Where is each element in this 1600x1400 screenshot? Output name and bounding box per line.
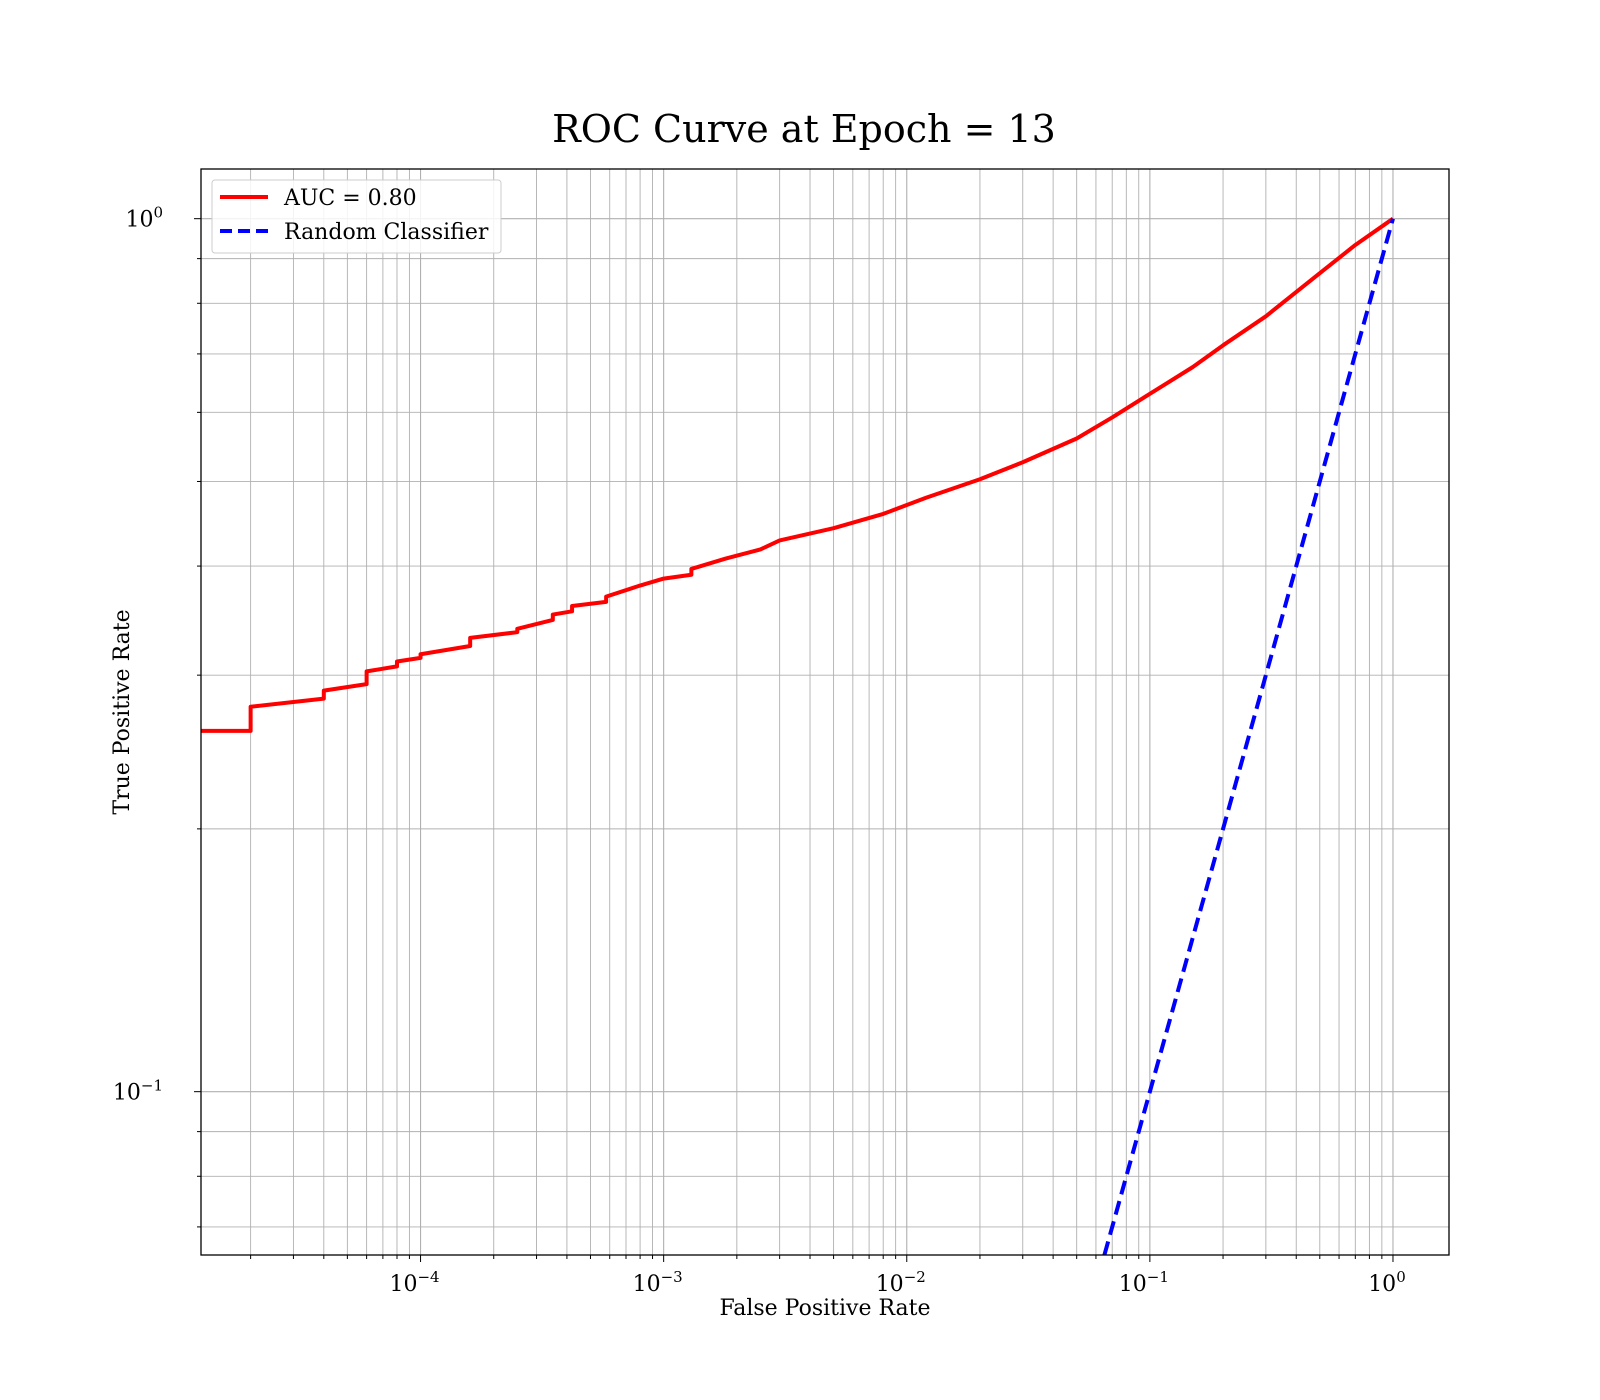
grid-lines: [201, 169, 1449, 1255]
x-tick-label: 10−1: [1119, 1268, 1169, 1297]
x-axis-label: False Positive Rate: [719, 1296, 930, 1321]
y-tick-label: 100: [125, 204, 163, 233]
plot-series: [201, 217, 1395, 1255]
legend-label-random: Random Classifier: [284, 220, 489, 245]
y-tick-label: 10−1: [113, 1077, 163, 1106]
x-tick-label: 10−4: [389, 1268, 439, 1297]
roc-curve-line: [201, 217, 1395, 733]
legend: AUC = 0.80 Random Classifier: [211, 179, 502, 254]
y-axis-label: True Positive Rate: [110, 609, 135, 814]
axis-ticks: 10−4 10−3 10−2 10−1 100 10−1 100: [113, 204, 1406, 1297]
random-classifier-line: [1102, 218, 1395, 1255]
x-tick-label: 10−2: [876, 1268, 926, 1297]
legend-label-auc: AUC = 0.80: [283, 186, 417, 211]
plot-frame: [200, 168, 1450, 1256]
x-tick-label: 10−3: [633, 1268, 683, 1297]
x-tick-label: 100: [1368, 1268, 1406, 1297]
legend-box: [211, 179, 502, 254]
chart-title: ROC Curve at Epoch = 13: [552, 107, 1056, 151]
